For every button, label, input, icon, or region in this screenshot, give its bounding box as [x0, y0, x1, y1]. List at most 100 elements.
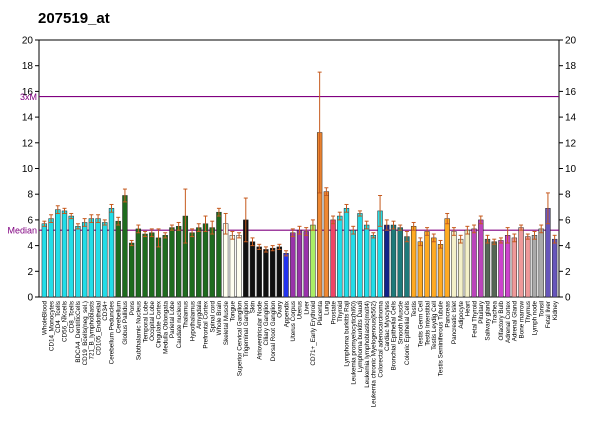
x-tick-label: Skin: [250, 301, 257, 314]
bar: [370, 235, 377, 298]
y-tick-label-left: 18: [22, 61, 34, 72]
x-tick-label: Superior Cervical Ganglion: [236, 301, 243, 377]
bar: [41, 223, 48, 298]
bar: [491, 241, 497, 298]
bar: [196, 227, 202, 298]
y-tick-label-left: 10: [22, 164, 34, 175]
x-tick-label: Cerebellum Peduncles: [109, 301, 116, 364]
bar: [484, 238, 491, 298]
bar: [189, 232, 195, 298]
x-tick-label: Whole Brain: [216, 301, 223, 336]
x-tick-label: Temporal Lobe: [142, 301, 149, 343]
x-tick-label: Amygdala: [196, 301, 203, 329]
bar: [263, 249, 269, 298]
bar: [384, 224, 390, 298]
y-tick-label-right: 10: [565, 164, 577, 175]
y-tick-label-left: 14: [22, 113, 34, 124]
bar: [75, 226, 81, 298]
bar: [478, 219, 484, 298]
x-tick-label: Pituitary: [478, 300, 485, 324]
bar: [61, 210, 68, 298]
bar: [551, 238, 558, 298]
bar: [296, 229, 303, 298]
x-tick-label: Bone marrow: [518, 301, 525, 339]
y-tick-label-left: 8: [27, 190, 33, 201]
x-tick-label: Thymus: [525, 301, 532, 323]
bar: [169, 227, 175, 298]
y-tick-label-right: 18: [565, 61, 577, 72]
x-tick-label: Fetal liver: [545, 301, 552, 328]
x-tick-label: Kidney: [552, 300, 559, 320]
x-tick-label: Occipital Lobe: [149, 301, 156, 341]
bar: [498, 240, 504, 298]
x-tick-label: CD4_Tcells: [55, 301, 62, 333]
bar: [363, 224, 370, 298]
bar: [343, 208, 350, 298]
bar: [216, 211, 222, 298]
x-tick-label: WholeBlood: [42, 301, 49, 335]
bar: [431, 237, 437, 298]
bar: [122, 195, 128, 298]
x-tick-label: Appendix: [283, 300, 290, 327]
bar: [102, 222, 108, 298]
bar: [249, 241, 256, 298]
chart-title: 207519_at: [38, 10, 110, 27]
x-tick-label: Leukemia chronic Myelogenous(k562): [371, 301, 378, 407]
x-tick-label: Placenta: [317, 301, 324, 326]
bar: [417, 241, 424, 298]
x-tick-label: Subthalamic Nucleus: [136, 301, 143, 360]
x-tick-label: Prostate: [330, 301, 337, 325]
x-tick-label: Trigeminal Ganglion: [243, 301, 250, 358]
x-tick-label: Heart: [465, 301, 472, 317]
x-tick-label: Uterus Corpus: [290, 301, 297, 342]
bar: [471, 228, 477, 298]
y-tick-label-left: 4: [27, 241, 33, 252]
x-tick-label: Cardiac Myocytes: [384, 301, 391, 351]
bar: [457, 238, 464, 298]
x-tick-labels: WholeBlood CD14_Monocytes CD4_Tcells CD56_N…: [42, 300, 559, 407]
bar: [81, 222, 88, 298]
bar: [68, 215, 74, 298]
bar: [397, 227, 403, 298]
x-tick-label: Dorsal Root Ganglion: [270, 301, 277, 362]
x-tick-label: Olfactory Bulb: [498, 301, 505, 341]
reference-line-label: Median: [7, 226, 37, 236]
y-tick-label-right: 2: [565, 267, 571, 278]
x-tick-label: Ciliary Ganglion: [263, 301, 270, 346]
bar: [135, 228, 142, 298]
y-tick-label-right: 14: [565, 113, 577, 124]
bar: [162, 235, 168, 298]
x-tick-label: Parietal Lobe: [169, 301, 176, 339]
x-tick-label: Leukemia promyelocytic(hl60): [350, 301, 357, 385]
x-tick-label: Adipocyte: [458, 301, 465, 329]
reference-lines: 3xM Median: [7, 92, 559, 236]
x-tick-label: Atrioventricular Node: [256, 301, 263, 360]
error-bars: [42, 71, 557, 257]
x-tick-label: Cingulate Cortex: [156, 300, 163, 348]
y-tick-label-left: 2: [27, 267, 33, 278]
x-tick-label: Adrenal Cortex: [505, 300, 512, 343]
x-tick-label: Testis Interstitial: [424, 301, 431, 346]
bar: [531, 235, 538, 298]
bar: [209, 227, 215, 298]
bar: [256, 246, 262, 298]
y-tick-label-left: 6: [27, 215, 33, 226]
y-tick-label-left: 12: [22, 138, 34, 149]
bar: [350, 229, 356, 298]
bar: [337, 215, 343, 298]
x-tick-label: Medulla Oblongata: [162, 301, 169, 354]
x-tick-label: Caudate nucleus: [176, 301, 183, 348]
x-tick-label: Pancreas: [444, 301, 451, 328]
x-tick-label: Fetal Thyroid: [471, 301, 478, 338]
x-tick-label: Smooth Muscle: [397, 301, 404, 345]
x-tick-label: Lymphoma burkitts Daudi: [357, 301, 364, 372]
bar: [330, 219, 336, 298]
x-tick-label: Colonic Epithelial Cells: [404, 301, 411, 365]
bar: [410, 226, 417, 298]
x-tick-label: Ovary: [277, 300, 284, 318]
x-tick-label: Prefrontal Cortex: [203, 300, 210, 348]
x-tick-label: Thyroid: [337, 301, 344, 322]
bar: [175, 226, 182, 298]
x-tick-label: Tongue: [230, 301, 237, 322]
